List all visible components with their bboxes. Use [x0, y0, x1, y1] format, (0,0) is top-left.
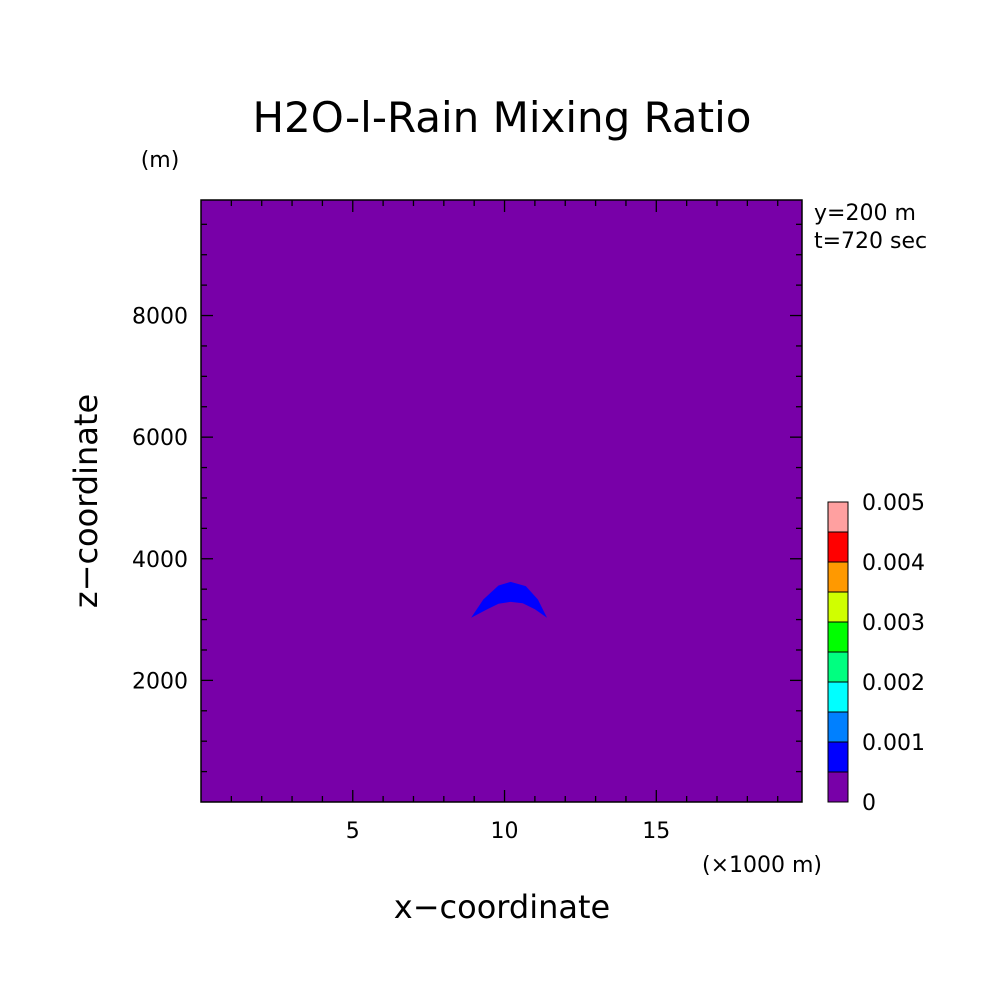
axis-ticks: 5 10 15 2000 4000 6000 8000 — [132, 200, 802, 844]
plot-background — [201, 200, 802, 802]
y-axis-label: z−coordinate — [67, 394, 105, 608]
colorbar-tick-label: 0.002 — [862, 671, 925, 696]
annotation-y: y=200 m — [814, 201, 916, 226]
colorbar-swatch-8 — [827, 531, 849, 563]
x-tick-label: 10 — [491, 819, 519, 844]
contour-region-0 — [471, 581, 547, 618]
colorbar-swatch-0 — [827, 771, 849, 803]
colorbar-tick-label: 0.005 — [862, 491, 925, 516]
colorbar-tick-label: 0.001 — [862, 731, 925, 756]
annotation-t: t=720 sec — [814, 229, 927, 254]
y-tick-label: 6000 — [132, 426, 188, 451]
colorbar-swatch-7 — [827, 561, 849, 593]
plot-frame — [200, 199, 803, 803]
x-tick-label: 5 — [346, 819, 360, 844]
colorbar-swatch-6 — [827, 591, 849, 623]
colorbar-tick-label: 0.003 — [862, 611, 925, 636]
x-tick-label: 15 — [642, 819, 670, 844]
colorbar: 0 0.001 0.002 0.003 0.004 0.005 — [827, 491, 925, 816]
chart-title: H2O-l-Rain Mixing Ratio — [252, 93, 751, 142]
colorbar-swatch-2 — [827, 711, 849, 743]
colorbar-swatch-3 — [827, 681, 849, 713]
y-tick-label: 8000 — [132, 305, 188, 330]
x-axis-label: x−coordinate — [394, 888, 610, 926]
colorbar-swatch-5 — [827, 621, 849, 653]
plot-area — [200, 199, 803, 803]
y-tick-label: 2000 — [132, 669, 188, 694]
y-unit-label: (m) — [141, 148, 180, 173]
x-unit-label: (×1000 m) — [702, 853, 822, 878]
colorbar-swatch-1 — [827, 741, 849, 773]
y-tick-label: 4000 — [132, 548, 188, 573]
colorbar-tick-label: 0.004 — [862, 551, 925, 576]
colorbar-tick-label: 0 — [862, 791, 876, 816]
colorbar-swatch-4 — [827, 651, 849, 683]
colorbar-swatch-9 — [827, 501, 849, 533]
